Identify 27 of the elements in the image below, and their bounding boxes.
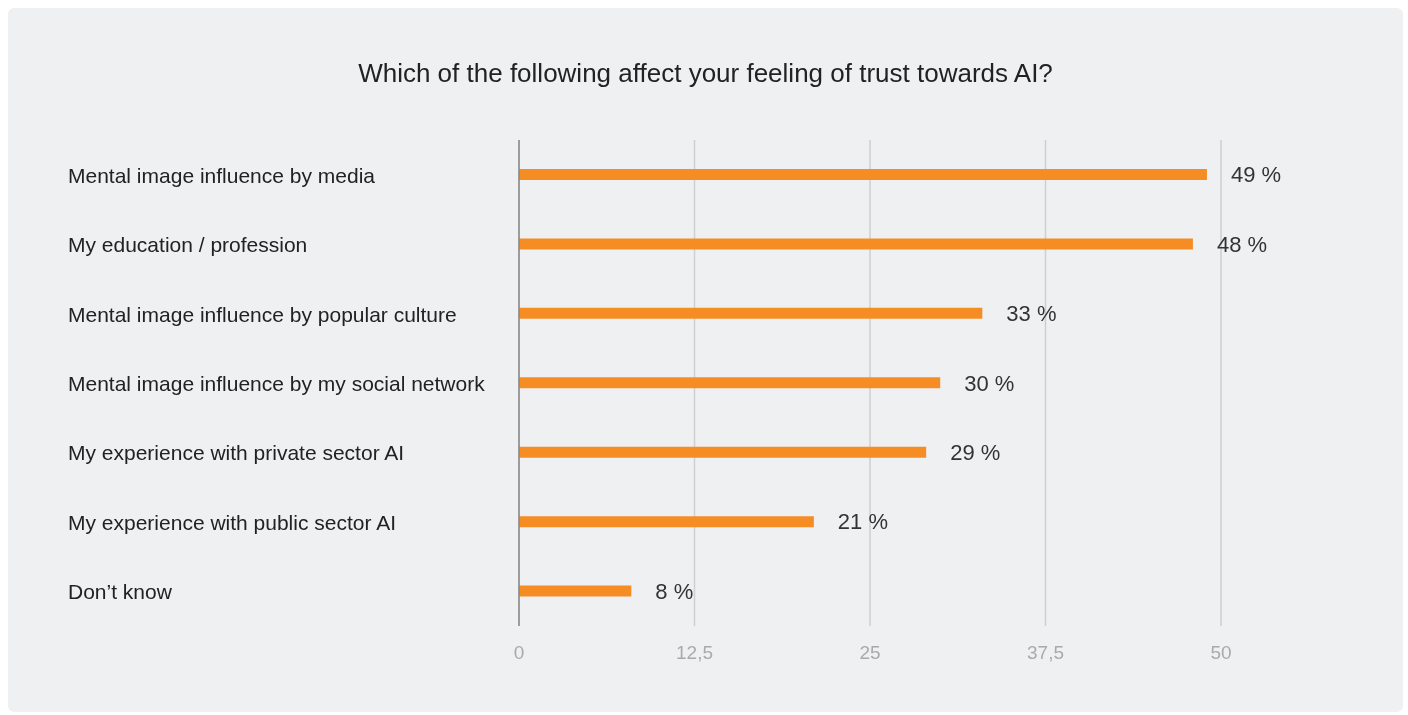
x-tick-label: 0 — [513, 642, 525, 664]
x-tick-label: 25 — [859, 642, 881, 664]
y-tick-label: Mental image influence by my social network — [68, 372, 486, 395]
y-tick-label: Mental image influence by media — [68, 163, 376, 187]
y-tick-label: My experience with private sector AI — [68, 441, 405, 465]
bar — [519, 238, 1193, 250]
y-tick-label: Mental image influence by popular culture — [68, 302, 457, 326]
data-label: 49 % — [1230, 162, 1282, 188]
bar — [519, 446, 927, 458]
bar — [519, 585, 632, 597]
data-label: 48 % — [1216, 231, 1268, 257]
data-label: 8 % — [655, 578, 694, 604]
y-tick-label: Don’t know — [68, 580, 173, 604]
y-tick-label: My education / profession — [68, 233, 308, 257]
data-label: 30 % — [964, 370, 1015, 396]
x-tick-label: 37,5 — [1027, 642, 1064, 664]
bar — [519, 377, 941, 389]
x-tick-label: 12,5 — [676, 642, 713, 664]
data-label: 29 % — [950, 440, 1001, 466]
y-tick-label: My experience with public sector AI — [68, 510, 396, 534]
bar — [519, 307, 983, 319]
bar — [519, 516, 814, 528]
data-label: 21 % — [837, 509, 888, 535]
x-tick-label: 50 — [1210, 642, 1232, 664]
bar — [519, 169, 1207, 180]
data-label: 33 % — [1006, 301, 1057, 327]
chart-title: Which of the following affect your feeling of trust towards AI? — [357, 58, 1054, 89]
